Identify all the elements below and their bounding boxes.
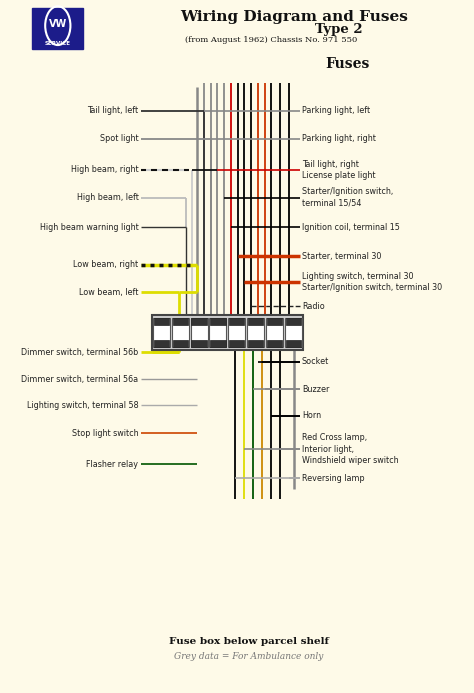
Text: VW: VW (49, 19, 67, 28)
Bar (229, 340, 245, 347)
Bar (267, 318, 282, 325)
Text: Fuse box below parcel shelf: Fuse box below parcel shelf (169, 637, 329, 645)
Text: Horn: Horn (302, 412, 321, 420)
Text: Ignition coil, terminal 15: Ignition coil, terminal 15 (302, 223, 400, 231)
Bar (210, 340, 226, 347)
Text: Flasher relay: Flasher relay (86, 460, 138, 468)
Bar (191, 318, 208, 347)
Bar (173, 340, 188, 347)
Bar (285, 318, 302, 347)
Bar (248, 340, 264, 347)
Text: Lighting switch, terminal 58: Lighting switch, terminal 58 (27, 401, 138, 410)
Bar (153, 318, 170, 347)
Text: Tail light, right
License plate light: Tail light, right License plate light (302, 159, 375, 180)
Text: High beam, left: High beam, left (77, 193, 138, 202)
Bar (286, 340, 301, 347)
Text: Buzzer: Buzzer (302, 385, 329, 394)
Bar (173, 318, 188, 325)
Text: SERVICE: SERVICE (45, 41, 71, 46)
Bar (154, 318, 169, 325)
Bar (247, 318, 264, 347)
Text: Red Cross lamp,
Interior light,
Windshield wiper switch: Red Cross lamp, Interior light, Windshie… (302, 433, 399, 465)
Bar (172, 318, 189, 347)
Text: Wiring Diagram and Fuses: Wiring Diagram and Fuses (180, 10, 408, 24)
Bar (286, 318, 301, 325)
Bar (229, 318, 245, 325)
Text: Lighting switch, terminal 30
Starter/Ignition switch, terminal 30: Lighting switch, terminal 30 Starter/Ign… (302, 272, 442, 292)
Text: Spot light: Spot light (100, 134, 138, 143)
Bar (267, 340, 282, 347)
Text: Parking light, right: Parking light, right (302, 134, 376, 143)
Text: High beam warning light: High beam warning light (40, 223, 138, 231)
Text: Parking light, left: Parking light, left (302, 107, 370, 115)
Bar (248, 318, 264, 325)
Bar (210, 318, 227, 347)
Bar (191, 340, 207, 347)
Text: Starter, terminal 30: Starter, terminal 30 (302, 252, 381, 261)
Text: Radio: Radio (302, 302, 325, 310)
Text: Low beam, left: Low beam, left (79, 288, 138, 297)
Text: Stop light switch: Stop light switch (72, 429, 138, 437)
Text: Starter/Ignition switch,
terminal 15/54: Starter/Ignition switch, terminal 15/54 (302, 187, 393, 208)
Text: Grey data = For Ambulance only: Grey data = For Ambulance only (174, 652, 323, 660)
Text: Socket: Socket (302, 358, 329, 366)
Bar (154, 340, 169, 347)
Bar (266, 318, 283, 347)
Bar (191, 318, 207, 325)
Text: Fuses: Fuses (326, 57, 370, 71)
Text: Low beam, right: Low beam, right (73, 261, 138, 269)
Text: Dimmer switch, terminal 56b: Dimmer switch, terminal 56b (21, 348, 138, 356)
Bar (152, 315, 303, 350)
Text: Reversing lamp: Reversing lamp (302, 474, 365, 482)
Bar (228, 318, 246, 347)
Text: Dimmer switch, terminal 56a: Dimmer switch, terminal 56a (21, 375, 138, 383)
Bar (210, 318, 226, 325)
Bar (32, 8, 83, 49)
Text: Tail light, left: Tail light, left (87, 107, 138, 115)
Text: Type 2: Type 2 (315, 24, 363, 36)
Text: (from August 1962) Chassis No. 971 550: (from August 1962) Chassis No. 971 550 (185, 36, 357, 44)
Text: High beam, right: High beam, right (71, 166, 138, 174)
